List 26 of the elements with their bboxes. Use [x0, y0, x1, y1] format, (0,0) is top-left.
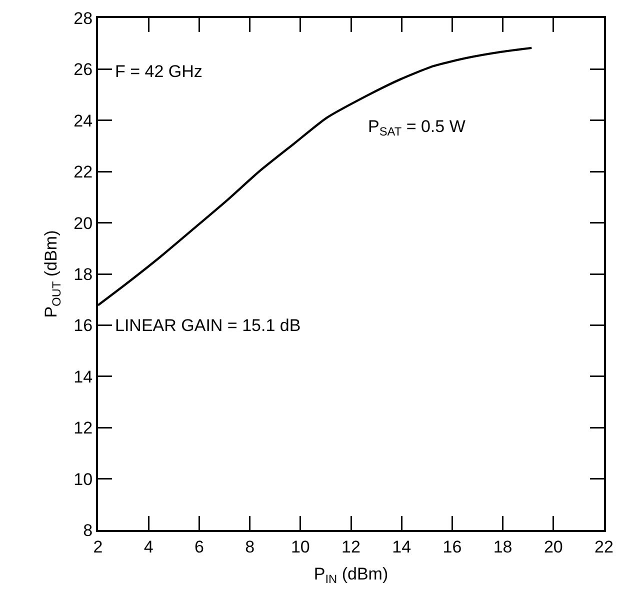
y-tick-label: 18 [74, 264, 93, 284]
x-tick-label: 10 [290, 537, 310, 556]
x-tick-label: 22 [594, 537, 614, 556]
y-tick-label: 10 [74, 470, 93, 489]
x-tick-label: 4 [144, 537, 154, 556]
x-tick-label: 6 [194, 537, 204, 556]
y-tick-label: 24 [74, 111, 93, 130]
annotation: F = 42 GHz [115, 62, 202, 81]
y-tick-label: 14 [74, 367, 93, 386]
annotation: P$_{SAT}$ = 0.5 W [368, 117, 466, 139]
y-tick-label: 16 [74, 316, 93, 336]
y-tick-label: 22 [74, 162, 93, 182]
x-tick-label: 12 [342, 537, 360, 556]
y-tick-label: 26 [74, 60, 93, 80]
x-axis-title: P$_{IN}$ (dBm) [314, 564, 388, 586]
x-tick-label: 20 [544, 537, 563, 556]
x-tick-label: 14 [392, 537, 412, 556]
y-tick-label: 28 [74, 8, 93, 28]
x-tick-label: 8 [245, 537, 255, 556]
x-tick-label: 18 [493, 537, 512, 556]
x-tick-label: 16 [442, 537, 462, 556]
y-tick-label: 12 [74, 418, 93, 438]
annotation: LINEAR GAIN = 15.1 dB [115, 316, 301, 335]
x-tick-label: 2 [93, 537, 103, 556]
y-tick-label: 20 [74, 214, 93, 233]
y-tick-label: 8 [83, 520, 93, 540]
